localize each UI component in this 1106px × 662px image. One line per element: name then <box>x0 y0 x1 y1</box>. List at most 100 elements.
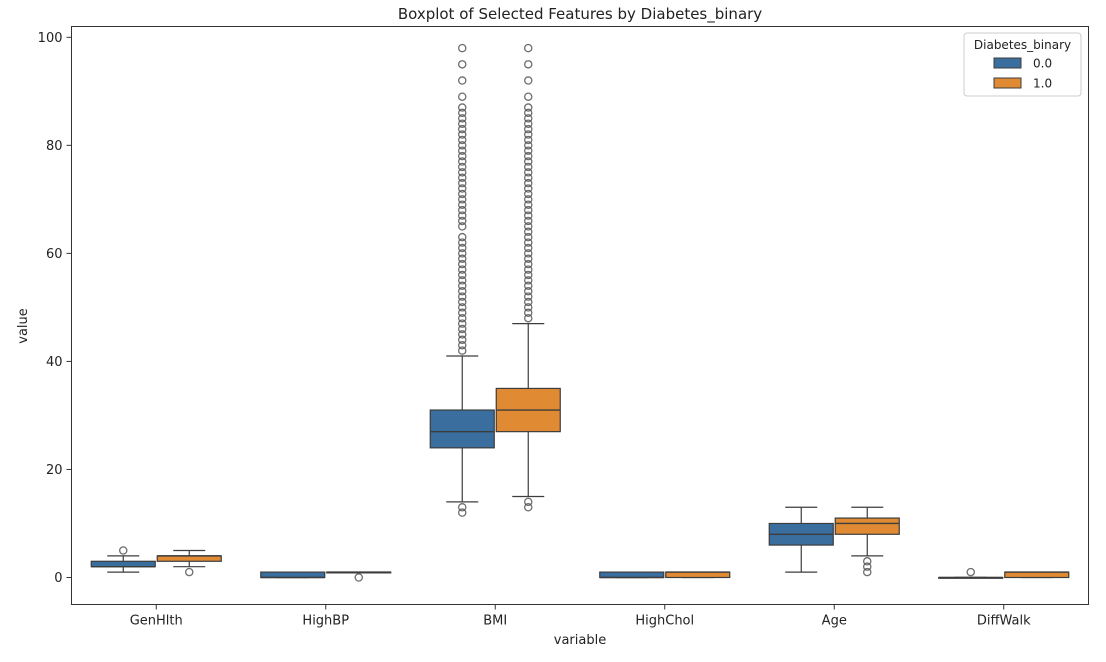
outlier-point <box>863 562 872 571</box>
legend-title: Diabetes_binary <box>974 38 1071 52</box>
outlier-point <box>524 238 533 247</box>
box-diffwalk-1.0 <box>1004 571 1070 579</box>
outlier-point <box>457 92 467 101</box>
outlier-point <box>863 557 872 566</box>
outlier-point <box>524 270 533 280</box>
legend-swatch <box>993 77 1022 89</box>
outlier-point <box>457 119 467 128</box>
outlier-point <box>457 324 467 334</box>
outlier-point <box>457 216 467 226</box>
outlier-point <box>524 130 533 139</box>
box-genhlth-0.0 <box>90 546 156 573</box>
y-axis-label: value <box>16 308 31 344</box>
x-axis-label: variable <box>554 633 606 648</box>
box-bmi-0.0 <box>429 43 495 517</box>
box-iqr <box>429 409 495 449</box>
box-age-1.0 <box>834 506 900 577</box>
outlier-point <box>524 308 533 318</box>
outlier-point <box>457 508 467 517</box>
outlier-point <box>457 308 467 318</box>
outlier-point <box>119 546 128 555</box>
x-tick-label-bmi: BMI <box>483 614 507 629</box>
outlier-point <box>457 141 467 150</box>
outlier-point <box>524 222 533 231</box>
outlier-point <box>524 135 533 145</box>
outlier-point <box>524 297 533 307</box>
outlier-point <box>524 243 533 253</box>
box-iqr <box>260 571 326 579</box>
outlier-point <box>457 76 467 85</box>
outlier-point <box>524 195 533 204</box>
outlier-point <box>524 119 533 128</box>
outlier-point <box>524 151 533 161</box>
outlier-point <box>354 573 363 582</box>
outlier-point <box>524 292 533 301</box>
outlier-point <box>524 184 533 193</box>
outlier-point <box>184 567 194 577</box>
box-iqr <box>599 571 665 579</box>
y-axis: 0 20 40 60 80 100 <box>38 31 72 586</box>
outlier-point <box>457 168 467 177</box>
plot-frame <box>71 26 1089 605</box>
outlier-point <box>457 303 467 312</box>
outlier-point <box>457 286 467 296</box>
x-tick-label-highchol: HighChol <box>635 614 694 629</box>
outlier-point <box>524 497 533 507</box>
outlier-point <box>457 211 467 220</box>
outlier-point <box>457 60 467 69</box>
outlier-point <box>457 503 467 512</box>
x-tick-label-diffwalk: DiffWalk <box>977 614 1031 629</box>
outlier-point <box>524 103 533 112</box>
outlier-point <box>457 178 467 188</box>
outlier-point <box>524 276 533 285</box>
outlier-point <box>457 249 467 258</box>
y-tick-label: 100 <box>38 31 63 46</box>
outlier-point <box>524 232 533 242</box>
outlier-point <box>524 76 533 85</box>
x-axis: GenHlth HighBP BMI HighChol Age DiffWalk <box>130 604 1031 629</box>
outlier-point <box>524 157 533 166</box>
y-tick-label: 80 <box>46 139 63 154</box>
outlier-point <box>524 141 533 150</box>
outlier-point <box>457 346 467 355</box>
outlier-point <box>524 60 533 69</box>
plot-area <box>90 43 1070 582</box>
outlier-point <box>457 276 467 285</box>
x-tick-label-genhlth: GenHlth <box>130 614 183 629</box>
outlier-point <box>524 303 533 312</box>
outlier-point <box>524 503 533 512</box>
legend-label: 0.0 <box>1033 57 1052 71</box>
chart-title: Boxplot of Selected Features by Diabetes… <box>398 5 762 24</box>
box-highbp-1.0 <box>326 571 392 582</box>
outlier-point <box>524 146 533 155</box>
outlier-point <box>524 189 533 199</box>
outlier-point <box>457 340 467 350</box>
outlier-point <box>457 135 467 145</box>
outlier-point <box>457 114 467 123</box>
y-tick-label: 40 <box>46 355 63 370</box>
outlier-point <box>457 330 467 339</box>
box-iqr <box>156 555 222 562</box>
box-genhlth-1.0 <box>156 549 222 577</box>
outlier-point <box>524 254 533 264</box>
box-iqr <box>1004 571 1070 579</box>
outlier-point <box>457 43 467 53</box>
outlier-point <box>457 157 467 166</box>
outlier-point <box>457 243 467 253</box>
outlier-point <box>457 265 467 274</box>
y-tick-label: 0 <box>54 571 62 586</box>
outlier-point <box>524 216 533 226</box>
outlier-point <box>457 124 467 134</box>
outlier-point <box>457 254 467 264</box>
box-iqr <box>90 560 156 568</box>
outlier-point <box>524 124 533 134</box>
outlier-point <box>457 162 467 172</box>
legend-box <box>963 32 1082 97</box>
outlier-point <box>524 259 533 269</box>
legend-swatch <box>993 57 1022 69</box>
outlier-point <box>863 567 872 577</box>
outlier-point <box>524 43 533 53</box>
outlier-point <box>457 313 467 323</box>
outlier-point <box>457 184 467 193</box>
outlier-point <box>524 173 533 183</box>
